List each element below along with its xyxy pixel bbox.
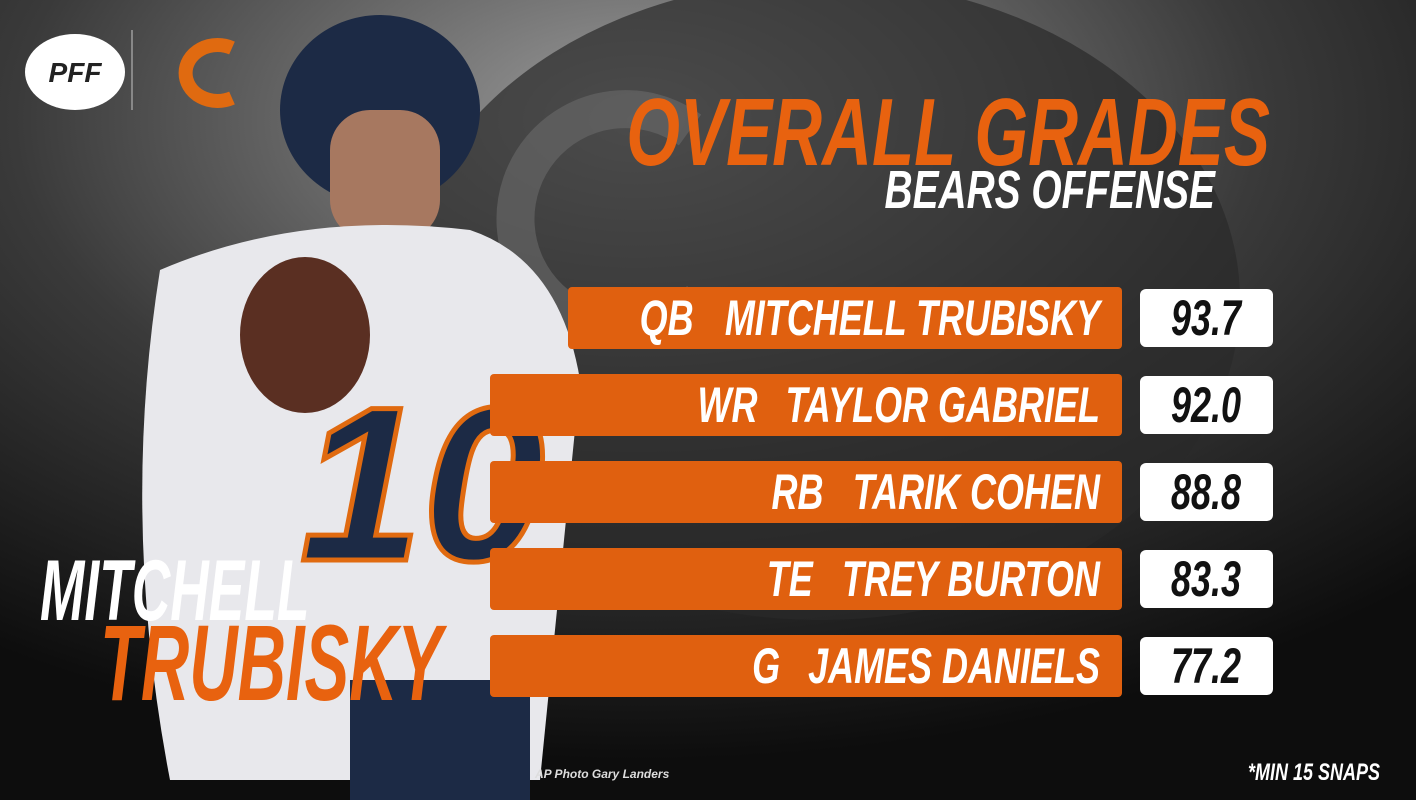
row-bar: [490, 374, 1122, 436]
bears-logo: [178, 38, 235, 108]
player-name: JAMES DANIELS: [808, 639, 1100, 694]
row-bar: [490, 461, 1122, 523]
position: RB: [772, 465, 824, 520]
footnote: *MIN 15 SNAPS: [1248, 760, 1380, 786]
grade-box: [1140, 376, 1273, 434]
row-bar: [490, 548, 1122, 610]
grade-box: [1140, 637, 1273, 695]
grade: 93.7: [1171, 291, 1243, 346]
grade: 92.0: [1171, 378, 1241, 433]
player-name: TREY BURTON: [842, 552, 1101, 607]
position: WR: [698, 378, 758, 433]
grade-box: [1140, 550, 1273, 608]
position: QB: [640, 291, 694, 346]
grade-box: [1140, 463, 1273, 521]
player-name: TAYLOR GABRIEL: [785, 378, 1100, 433]
player-name: MITCHELL TRUBISKY: [725, 291, 1103, 346]
grade: 88.8: [1171, 465, 1242, 520]
grade: 77.2: [1171, 639, 1241, 694]
grade-table: MITCHELL TRUBISKY QB 93.7 TAYLOR GABRIEL WR 9…: [490, 287, 1273, 697]
photo-credit: AP Photo Gary Landers: [534, 767, 670, 781]
title: OVERALL GRADES: [626, 78, 1270, 186]
row-bar: [568, 287, 1122, 349]
position: TE: [767, 552, 815, 607]
grade-box: [1140, 289, 1273, 347]
pff-logo: [25, 34, 125, 110]
player-last-name: TRUBISKY: [100, 604, 447, 724]
grade: 83.3: [1171, 552, 1241, 607]
player-name: TARIK COHEN: [853, 465, 1101, 520]
row-bar: [490, 635, 1122, 697]
position: G: [752, 639, 780, 694]
subtitle: BEARS OFFENSE: [885, 159, 1217, 220]
logo-text: PFF: [49, 57, 103, 88]
player-first-name: MITCHELL: [40, 543, 310, 639]
